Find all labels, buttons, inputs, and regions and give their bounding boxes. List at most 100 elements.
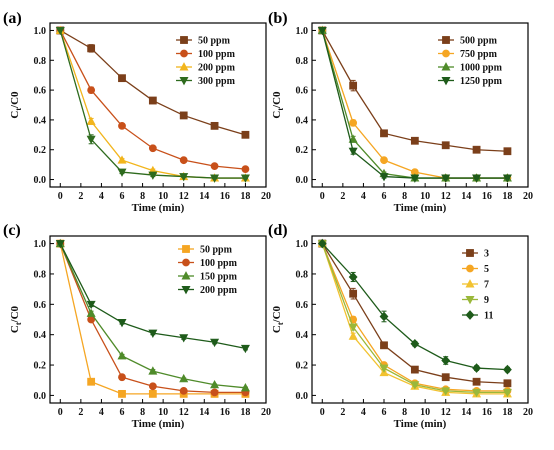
data-point bbox=[380, 156, 388, 165]
data-point bbox=[503, 364, 512, 375]
data-point bbox=[179, 173, 189, 182]
data-point bbox=[179, 373, 189, 383]
data-point bbox=[210, 174, 220, 183]
data-point bbox=[472, 145, 481, 154]
x-tick-label: 14 bbox=[461, 407, 471, 418]
x-tick-label: 16 bbox=[220, 407, 230, 418]
legend-marker bbox=[465, 295, 475, 305]
x-tick-label: 10 bbox=[420, 191, 430, 202]
data-point bbox=[179, 156, 188, 165]
legend-entry: 500 ppm bbox=[460, 36, 498, 47]
data-point bbox=[118, 373, 126, 382]
x-tick-label: 18 bbox=[502, 407, 512, 418]
x-tick-label: 4 bbox=[99, 407, 104, 418]
x-tick-label: 6 bbox=[120, 191, 125, 202]
y-tick-label: 1.0 bbox=[296, 239, 309, 250]
data-point bbox=[349, 289, 358, 298]
series-3 bbox=[317, 26, 512, 183]
legend-entry: 300 ppm bbox=[198, 76, 236, 87]
legend-entry: 1250 ppm bbox=[460, 76, 503, 87]
data-point bbox=[317, 238, 327, 249]
x-tick-label: 0 bbox=[320, 407, 325, 418]
data-point bbox=[317, 26, 327, 36]
y-tick-label: 0.8 bbox=[296, 269, 309, 280]
plot-frame bbox=[49, 22, 267, 188]
y-axis-label: Ct/C0 bbox=[9, 91, 23, 119]
y-tick-label: 0.0 bbox=[34, 391, 47, 402]
data-point bbox=[117, 351, 127, 360]
legend-marker bbox=[179, 62, 189, 71]
data-point bbox=[349, 81, 358, 90]
y-tick-label: 1.0 bbox=[34, 239, 47, 250]
x-tick-label: 8 bbox=[140, 407, 145, 418]
x-tick-label: 6 bbox=[120, 407, 125, 418]
x-tick-label: 10 bbox=[158, 191, 168, 202]
data-point bbox=[441, 174, 451, 183]
data-point bbox=[87, 377, 96, 386]
x-tick-label: 12 bbox=[441, 191, 451, 202]
x-tick-label: 2 bbox=[78, 407, 83, 418]
x-tick-label: 16 bbox=[220, 191, 230, 202]
y-axis-label: Ct/C0 bbox=[9, 305, 23, 333]
legend-entry: 1000 ppm bbox=[460, 63, 503, 74]
y-tick-label: 0.8 bbox=[34, 56, 47, 67]
data-point bbox=[348, 147, 358, 157]
legend-marker bbox=[182, 258, 190, 267]
legend-entry: 7 bbox=[484, 280, 489, 291]
y-tick-label: 0.0 bbox=[296, 391, 309, 402]
legend-marker bbox=[441, 77, 451, 86]
data-point bbox=[148, 96, 157, 105]
x-tick-label: 0 bbox=[320, 191, 325, 202]
x-tick-label: 10 bbox=[158, 407, 168, 418]
panel-label: (c) bbox=[3, 222, 21, 239]
legend-marker bbox=[466, 264, 474, 273]
y-tick-label: 0.2 bbox=[296, 145, 309, 156]
data-point bbox=[348, 134, 358, 143]
legend-entry: 150 ppm bbox=[200, 272, 238, 283]
data-point bbox=[240, 344, 250, 354]
x-tick-label: 12 bbox=[179, 407, 189, 418]
data-point bbox=[380, 129, 388, 138]
panel-label: (d) bbox=[268, 222, 288, 239]
data-point bbox=[472, 377, 481, 386]
legend-marker bbox=[182, 245, 190, 253]
data-point bbox=[472, 388, 482, 398]
data-point bbox=[210, 338, 220, 348]
y-tick-label: 0.2 bbox=[34, 361, 47, 372]
data-point bbox=[148, 329, 158, 338]
data-point bbox=[379, 364, 389, 373]
x-tick-label: 4 bbox=[99, 191, 104, 202]
y-tick-label: 0.0 bbox=[296, 175, 309, 186]
data-point bbox=[240, 382, 250, 392]
chart-panel-d: (d) 0 2 4 6 8 10 12 14 16 18 20 0.0 0.2 0.4 0.6 0.8 1.0 Ti… bbox=[268, 222, 533, 430]
series-0 bbox=[56, 26, 250, 139]
series-0 bbox=[318, 26, 512, 156]
data-point bbox=[87, 86, 96, 94]
data-point bbox=[210, 162, 219, 171]
legend-marker bbox=[181, 271, 191, 280]
data-point bbox=[86, 135, 96, 145]
x-tick-label: 20 bbox=[523, 191, 533, 202]
y-tick-label: 0.4 bbox=[34, 330, 47, 341]
data-point bbox=[441, 387, 451, 396]
x-tick-label: 0 bbox=[58, 191, 63, 202]
legend-marker bbox=[442, 49, 450, 58]
data-point bbox=[117, 319, 127, 328]
x-axis-label: Time (min) bbox=[132, 202, 185, 214]
legend: 3 5 7 9 11 bbox=[462, 249, 493, 322]
data-point bbox=[472, 174, 482, 183]
series-3 bbox=[55, 26, 250, 183]
chart-panel-b: (b) 0 2 4 6 8 10 12 14 16 18 20 0.0 0.2 0.4 0.6 0.8 1.0 Ti… bbox=[268, 10, 533, 214]
data-point bbox=[503, 379, 512, 388]
data-point bbox=[86, 308, 96, 317]
data-point bbox=[410, 381, 420, 390]
plot-frame bbox=[49, 235, 267, 404]
legend-entry: 3 bbox=[484, 249, 489, 260]
series-3 bbox=[317, 240, 512, 398]
chart-panel-a: (a) 0 2 4 6 8 10 12 14 16 18 20 0.0 0.2 0.4 0.6 0.8 1.0 Ti… bbox=[3, 10, 271, 214]
data-point bbox=[441, 141, 450, 150]
legend: 50 ppm 100 ppm 200 ppm 300 ppm bbox=[176, 36, 236, 87]
data-point bbox=[349, 118, 358, 127]
legend-entry: 5 bbox=[484, 264, 489, 275]
x-tick-label: 16 bbox=[482, 407, 492, 418]
